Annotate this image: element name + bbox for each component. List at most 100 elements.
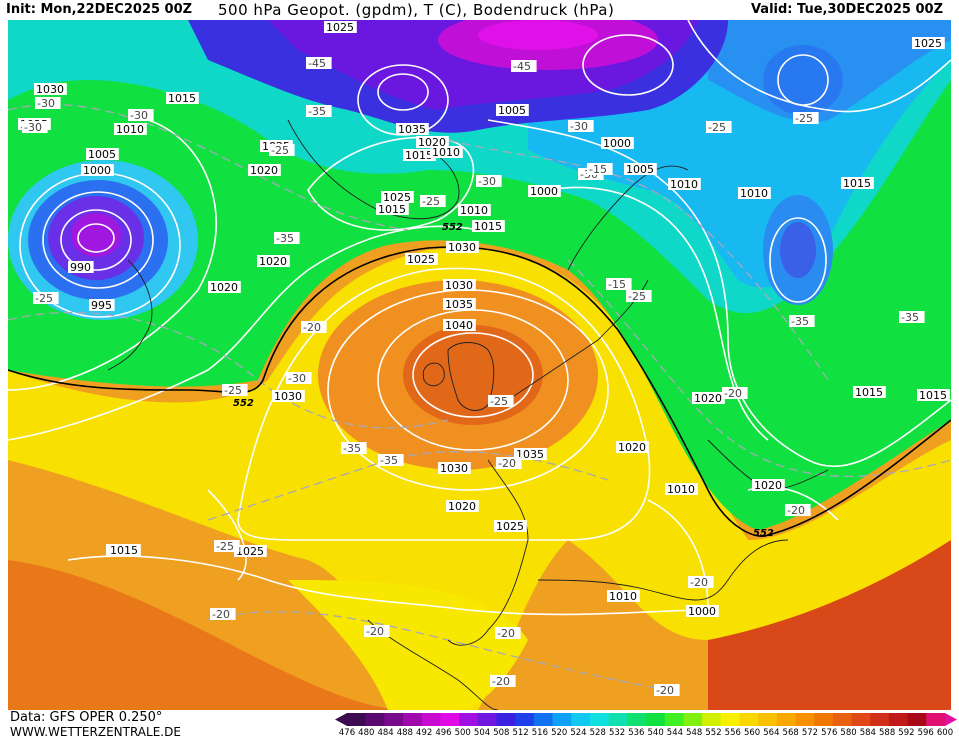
scale-tick-label: 536 <box>628 728 645 738</box>
scale-tick-label: 564 <box>763 728 780 738</box>
pressure-label-bg <box>376 203 409 215</box>
scale-swatch <box>870 713 890 726</box>
pressure-label: 1000 <box>603 137 631 150</box>
temperature-label: -30 <box>130 109 148 122</box>
pressure-label-bg <box>607 590 640 602</box>
temperature-label: -25 <box>224 384 242 397</box>
temperature-label-bg <box>214 540 240 552</box>
temperature-label-bg <box>33 292 59 304</box>
temperature-label-bg <box>35 97 61 109</box>
scale-swatch <box>776 713 796 726</box>
pressure-label-bg <box>472 220 505 232</box>
scale-swatch <box>739 713 759 726</box>
temperature-label-bg <box>899 311 925 323</box>
temperature-label-bg <box>364 625 390 637</box>
temperature-label-bg <box>128 109 154 121</box>
pressure-label: 1020 <box>418 136 446 149</box>
temperature-label: -15 <box>608 278 626 291</box>
pressure-label-bg <box>853 386 886 398</box>
temperature-label-bg <box>420 195 446 207</box>
weather-map: 1025103010251015101010051000990995103010… <box>8 20 951 710</box>
map-labels: 1025103010251015101010051000990995103010… <box>18 21 950 697</box>
pressure-label: 1025 <box>496 520 524 533</box>
scale-swatch <box>720 713 740 726</box>
isobar-north-low <box>582 34 674 96</box>
scale-tick-label: 556 <box>724 728 741 738</box>
pressure-label: 990 <box>70 261 91 274</box>
temperature-label: -25 <box>490 395 508 408</box>
pressure-label: 1020 <box>250 164 278 177</box>
scale-swatch <box>421 713 441 726</box>
map-canvas: 1025103010251015101010051000990995103010… <box>8 20 951 710</box>
scale-tick-label: 572 <box>801 728 819 738</box>
scale-arrow-left <box>335 713 347 726</box>
pressure-label: 1020 <box>754 479 782 492</box>
temperature-label: -15 <box>589 163 607 176</box>
pressure-label: 1015 <box>855 386 883 399</box>
scale-swatch <box>664 713 684 726</box>
temperature-label-bg <box>301 321 327 333</box>
temperature-label: -30 <box>570 120 588 133</box>
pressure-label-bg <box>616 441 649 453</box>
temperature-label: -35 <box>901 311 919 324</box>
pressure-label: 1025 <box>236 545 264 558</box>
temperature-label: -20 <box>212 608 230 621</box>
isobar-995 <box>60 209 132 271</box>
scale-tick-label: 528 <box>589 728 606 738</box>
website-label: WWW.WETTERZENTRALE.DE <box>10 725 181 739</box>
temperature-label: -30 <box>24 121 42 134</box>
scale-tick-label: 592 <box>898 728 915 738</box>
temperature-label: -30 <box>288 372 306 385</box>
temperature-label-bg <box>222 384 248 396</box>
temperature-label-bg <box>568 120 594 132</box>
field-blue-cutoff-core <box>780 222 816 278</box>
pressure-label: 1025 <box>326 21 354 34</box>
temp-contour-d <box>447 139 829 381</box>
pressure-label-bg <box>841 177 874 189</box>
scale-swatch <box>851 713 871 726</box>
coast-canada <box>107 259 153 371</box>
isobar-greenland-1 <box>377 73 429 111</box>
temperature-label-bg <box>587 163 613 175</box>
temperature-label-bg <box>269 144 295 156</box>
pressure-label: 1010 <box>667 483 695 496</box>
pressure-label: 1030 <box>274 390 302 403</box>
temperature-label: -20 <box>787 504 805 517</box>
coast-scandinavia <box>567 165 689 271</box>
pressure-label-bg <box>443 279 476 291</box>
pressure-label: 1000 <box>688 605 716 618</box>
scale-tick-label: 520 <box>551 728 568 738</box>
temperature-label-bg <box>488 395 514 407</box>
scale-swatch <box>608 713 628 726</box>
pressure-label-bg <box>208 281 241 293</box>
scale-swatch <box>515 713 535 726</box>
scale-tick-label: 580 <box>840 728 857 738</box>
pressure-label: 995 <box>91 299 112 312</box>
pressure-label: 1000 <box>530 185 558 198</box>
temperature-label-bg <box>341 442 367 454</box>
geopotential-552-contour <box>8 246 951 537</box>
pressure-label-bg <box>443 298 476 310</box>
field-yellow-core <box>288 580 528 710</box>
pressure-label-bg <box>446 241 479 253</box>
isobar-990 <box>77 223 115 253</box>
isobar-greenland-3 <box>307 136 475 231</box>
pressure-label: 1020 <box>448 500 476 513</box>
temperature-label: -45 <box>513 60 531 73</box>
pressure-label-bg <box>665 483 698 495</box>
pressure-label-bg <box>114 123 147 135</box>
temp-contour-f <box>8 103 409 231</box>
height-contour-label: 552 <box>442 222 463 233</box>
temperature-label-bg <box>654 684 680 696</box>
pressure-label: 1015 <box>110 544 138 557</box>
scale-swatch <box>888 713 909 726</box>
pressure-label-bg <box>752 479 785 491</box>
scale-swatch <box>832 713 853 726</box>
pressure-label: 1015 <box>843 177 871 190</box>
pressure-label: 1015 <box>405 149 433 162</box>
pressure-label-bg <box>324 21 357 33</box>
scale-tick-label: 492 <box>416 728 433 738</box>
scale-swatch <box>646 713 666 726</box>
scale-tick-label: 532 <box>608 728 626 738</box>
temperature-label: -20 <box>656 684 674 697</box>
